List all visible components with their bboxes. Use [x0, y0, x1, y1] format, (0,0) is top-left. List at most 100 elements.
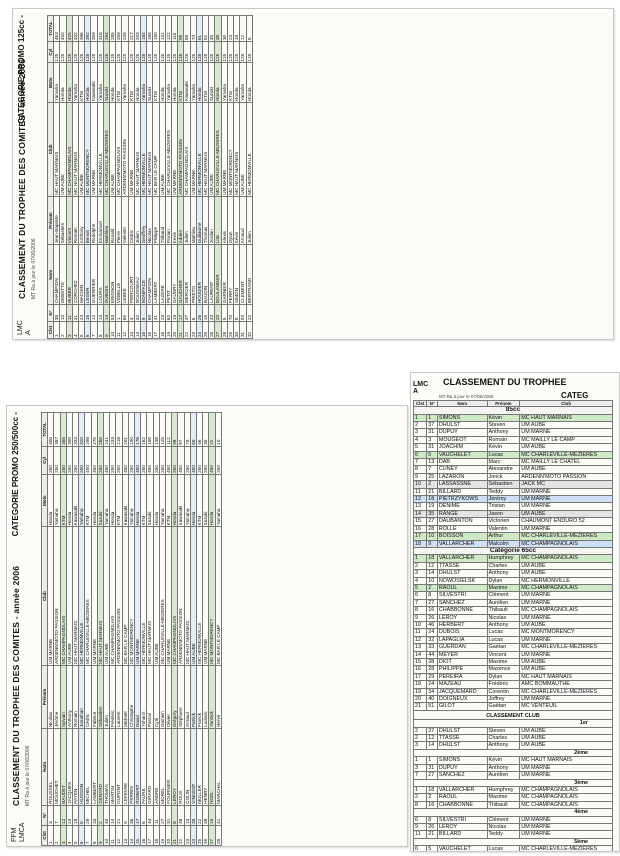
table-row: 13 19 DENIME Tristan UM MARNE — [412, 502, 613, 511]
table-row: 11 24 DUBOIS Lucas MC MONTMORENCY — [412, 628, 613, 637]
top-ranking-table: Clst N° Nom Prénom Club Moto Cyl TOTAL 1 38 CHAMPI… — [47, 15, 253, 339]
table-cell: Romain — [486, 435, 521, 445]
table-cell: SILVESTRI — [436, 591, 488, 600]
top-sheet-125cc: LMC A CLASSEMENT DU TROPHEE DES COMITES -… — [12, 8, 614, 340]
table-cell: 6 — [412, 591, 428, 600]
left-ranking-table: Clst N° Nom Prénom Club Moto Cyl TOTAL 1 3 ROUSSEL… — [41, 412, 222, 846]
table-cell: Teddy — [486, 830, 521, 839]
table-cell: SANCHEZ — [436, 771, 488, 780]
table-cell: MC MONTMORENCY — [519, 628, 613, 637]
table-row: 9 26 LEROY Nicolas UM MARNE — [412, 613, 613, 623]
table-cell: Anthony — [486, 569, 521, 578]
table-cell: Vincent — [486, 650, 521, 660]
table-cell: UM AUBE — [519, 741, 613, 750]
table-cell: 2 — [426, 480, 438, 489]
table-cell: 7 — [412, 458, 428, 467]
table-cell: 28 — [426, 524, 438, 534]
table-cell: 5 — [412, 583, 428, 593]
table-row: 3 31 DUPUY Anthony UM MARNE — [412, 428, 613, 437]
table-cell: 31 — [426, 443, 438, 452]
left-sheet-content: FFM LMCA CLASSEMENT DU TROPHEE DES COMITE… — [7, 406, 407, 846]
table-cell: Jorick — [486, 472, 521, 482]
table-cell: SILVESTRI — [436, 815, 488, 824]
table-cell: 32 — [426, 635, 438, 645]
table-cell: 2 — [412, 726, 428, 736]
table-cell: PIETRZYKOWS — [436, 495, 488, 504]
table-cell: 8 — [426, 815, 438, 824]
table-cell: 14 — [412, 509, 428, 519]
table-row: 10 46 HERBERT Anthony UM AUBE — [412, 620, 613, 630]
table-cell: 51 — [426, 702, 438, 711]
table-cell: 5 — [426, 845, 438, 851]
table-cell: Anthony — [486, 620, 521, 630]
table-cell: 2 — [412, 561, 428, 571]
table-cell: VALLARCHER — [436, 785, 488, 795]
table-cell: PEREIRA — [436, 672, 488, 682]
table-cell: Arthur — [486, 532, 521, 541]
table-row: 3 14 DHULST Anthony UM AUBE — [412, 741, 613, 750]
table-row: 14 44 MEYER Vincent UM MARNE — [412, 650, 613, 660]
table-cell: 16 — [426, 606, 438, 615]
table-cell: 26 — [426, 822, 438, 832]
table-cell: LEROY — [436, 613, 488, 623]
table-row: 5 2 RAOUL Maxime MC CHAMPAGNOLAIS — [412, 583, 613, 593]
table-cell: DHULST — [436, 726, 488, 736]
table-cell: BILLARD — [436, 830, 488, 839]
table-row: 4 3 MOUGEOT Romain MC MAILLY LE CAMP — [412, 435, 613, 445]
table-cell: UM AUBE — [519, 734, 613, 743]
table-cell: 2 — [412, 734, 428, 743]
table-cell: UM AUBE — [519, 420, 613, 430]
table-cell: MC CHARLEVILLE-MEZIERES — [519, 532, 613, 541]
table-cell: Dylan — [486, 576, 521, 585]
table-cell: Teddy — [486, 487, 521, 497]
table-cell: Lucas — [486, 845, 521, 851]
table-cell: LEROY — [436, 822, 488, 832]
table-cell: UM MARNE — [519, 613, 613, 623]
table-row: 2 37 DHULST Steven UM AUBE — [412, 420, 613, 430]
table-cell: 37 — [426, 726, 438, 736]
table-cell: SIMONS — [436, 413, 488, 423]
table-row: 18 24 MAZEAU Frédéric AMC BOMMAUTHE — [412, 680, 613, 689]
table-cell: GUERDAN — [436, 643, 488, 652]
table-cell: RAOUL — [436, 793, 488, 802]
table-cell: MEYER — [436, 650, 488, 660]
table-cell: CHAUMONT ENDURO 52 — [519, 517, 613, 526]
table-cell: DUPUY — [436, 763, 488, 773]
table-cell: Lucas — [486, 635, 521, 645]
table-cell: 34 — [426, 687, 438, 697]
table-cell: 27 — [426, 517, 438, 526]
table-cell: RANGE — [436, 509, 488, 519]
table-row: 12 32 LAPAGLIA Lucas UM MARNE — [412, 635, 613, 645]
table-cell: LAZARON — [436, 472, 488, 482]
table-cell: Clément — [486, 815, 521, 824]
table-cell: UM AUBE — [519, 561, 613, 571]
table-cell: 6 — [412, 845, 428, 851]
right-sheet-85-65cc: LMC A CLASSEMENT DU TROPHEE CATEG MT Ra à… — [410, 372, 620, 852]
table-cell: 5 — [412, 443, 428, 452]
table-cell: TTASSE — [436, 734, 488, 743]
table-cell: 11 — [412, 487, 428, 497]
table-cell: 38 — [426, 657, 438, 667]
table-cell: 18 — [426, 785, 438, 795]
table-cell: 125 — [246, 41, 253, 63]
table-row: 6 8 SILVESTRI Clément UM MARNE — [412, 591, 613, 600]
table-cell: 5 — [426, 450, 438, 460]
table-cell: Kévin — [486, 756, 521, 765]
club-rank-label: 5ème — [413, 837, 613, 847]
table-row: 8 7 CUNEY Alexandre UM AUBE — [412, 465, 613, 474]
table-row: 9 26 LEROY Nicolas UM MARNE — [412, 822, 613, 832]
table-cell: 11 — [412, 830, 428, 839]
table-cell: DAUBANTON — [436, 517, 488, 526]
table-cell: DOIGNEUX — [436, 695, 488, 704]
table-cell: UM MARNE — [519, 487, 613, 497]
club-rank-label: 3ème — [413, 778, 613, 787]
table-cell: UM MARNE — [519, 650, 613, 660]
table-cell: 1 — [412, 554, 428, 563]
right-sheet-date: MT Ra à jour le 07/06/2006 — [439, 394, 494, 399]
table-row: 7 27 SANCHEZ Aurélien UM MARNE — [412, 771, 613, 780]
table-cell: 2 — [412, 420, 428, 430]
table-row: 5 31 JOACHIM Kévin UM AUBE — [412, 443, 613, 452]
table-cell: 3 — [412, 741, 428, 750]
table-row: 19 34 JACQUEMARD Corentin MC CHARLEVILLE-MEZ… — [412, 687, 613, 697]
table-row: 15 27 DAUBANTON Victorien CHAUMONT ENDURO 52 — [412, 517, 613, 526]
